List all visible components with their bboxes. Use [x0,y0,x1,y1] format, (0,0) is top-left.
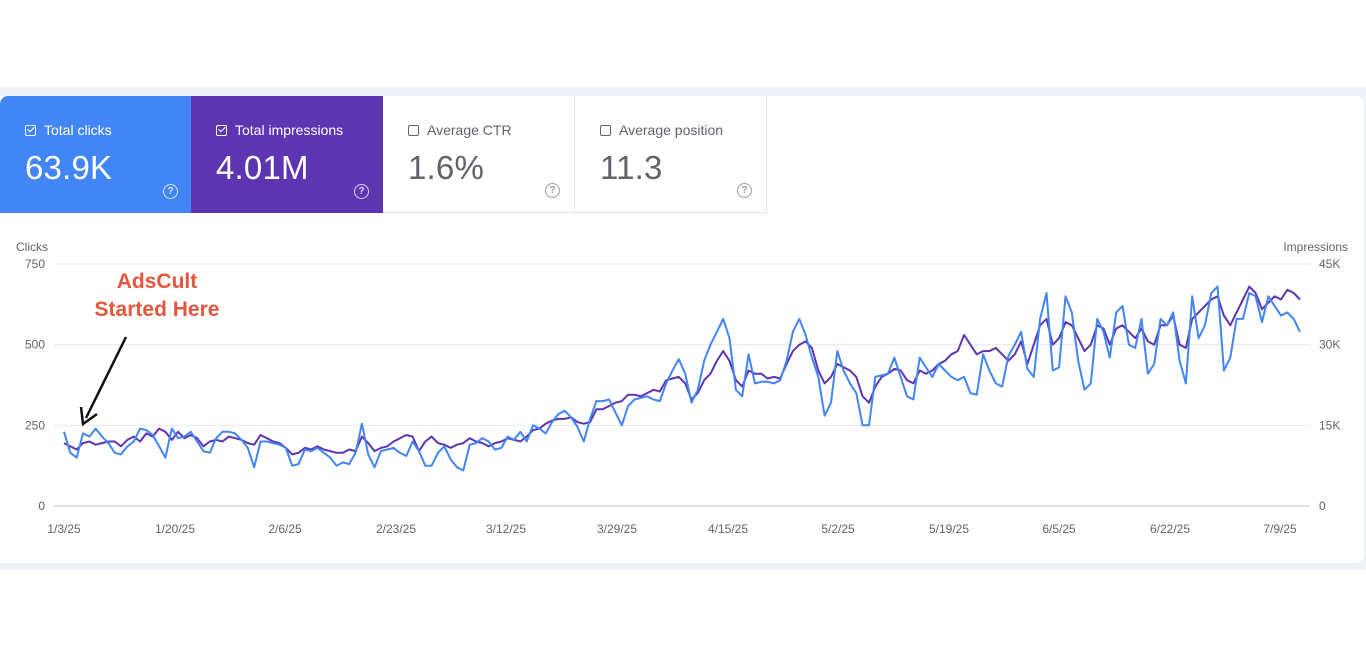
checkbox-checked-icon[interactable] [216,124,227,136]
right-axis-title: Impressions [1283,240,1348,254]
x-axis-tick-label: 3/29/25 [597,522,637,536]
checkbox-checked-icon[interactable] [25,124,36,136]
help-icon[interactable]: ? [737,183,752,198]
metric-label: Average position [619,122,724,138]
x-axis-tick-label: 7/9/25 [1263,522,1297,536]
left-axis-tick-label: 750 [25,257,45,271]
metric-label: Total impressions [235,122,344,138]
x-axis-tick-label: 5/2/25 [821,522,855,536]
right-axis-tick-label: 45K [1319,257,1340,271]
metric-label: Total clicks [44,122,112,138]
x-axis-tick-label: 4/15/25 [708,522,748,536]
help-icon[interactable]: ? [545,183,560,198]
checkbox-unchecked-icon[interactable] [408,124,419,136]
checkbox-unchecked-icon[interactable] [600,124,611,136]
metric-value: 11.3 [600,149,663,186]
metric-value: 4.01M [216,149,309,186]
right-axis-tick-label: 15K [1319,418,1340,432]
annotation-arrow [79,336,128,427]
metric-value: 63.9K [25,149,113,186]
help-icon[interactable]: ? [354,184,369,199]
x-axis-tick-label: 1/3/25 [47,522,81,536]
metric-card-average-ctr[interactable]: Average CTR 1.6% ? [383,96,575,213]
arrow-head-icon [79,406,98,427]
x-axis-tick-label: 2/23/25 [376,522,416,536]
right-axis-tick-label: 0 [1319,499,1326,513]
left-axis-tick-label: 500 [25,338,45,352]
x-axis-tick-label: 3/12/25 [486,522,526,536]
annotation-line-2: Started Here [94,298,220,321]
left-axis-tick-label: 250 [25,418,45,432]
metric-label: Average CTR [427,122,512,138]
help-icon[interactable]: ? [163,184,178,199]
x-axis-tick-label: 6/22/25 [1150,522,1190,536]
right-axis-tick-label: 30K [1319,338,1340,352]
left-axis-title: Clicks [16,240,48,254]
x-axis-tick-label: 6/5/25 [1042,522,1076,536]
x-axis-tick-label: 5/19/25 [929,522,969,536]
metric-value: 1.6% [408,149,485,186]
arrow-shaft [84,336,128,419]
annotation-text: AdsCult Started Here [74,268,240,324]
metric-card-total-clicks[interactable]: Total clicks 63.9K ? [0,96,192,213]
series-line-clicks [63,285,1301,472]
x-axis-tick-label: 1/20/25 [155,522,195,536]
metric-card-average-position[interactable]: Average position 11.3 ? [575,96,767,213]
x-axis-tick-label: 2/6/25 [268,522,302,536]
left-axis-tick-label: 0 [38,499,45,513]
series-line-impressions [63,285,1301,456]
metric-card-total-impressions[interactable]: Total impressions 4.01M ? [191,96,383,213]
annotation-line-1: AdsCult [116,270,198,293]
